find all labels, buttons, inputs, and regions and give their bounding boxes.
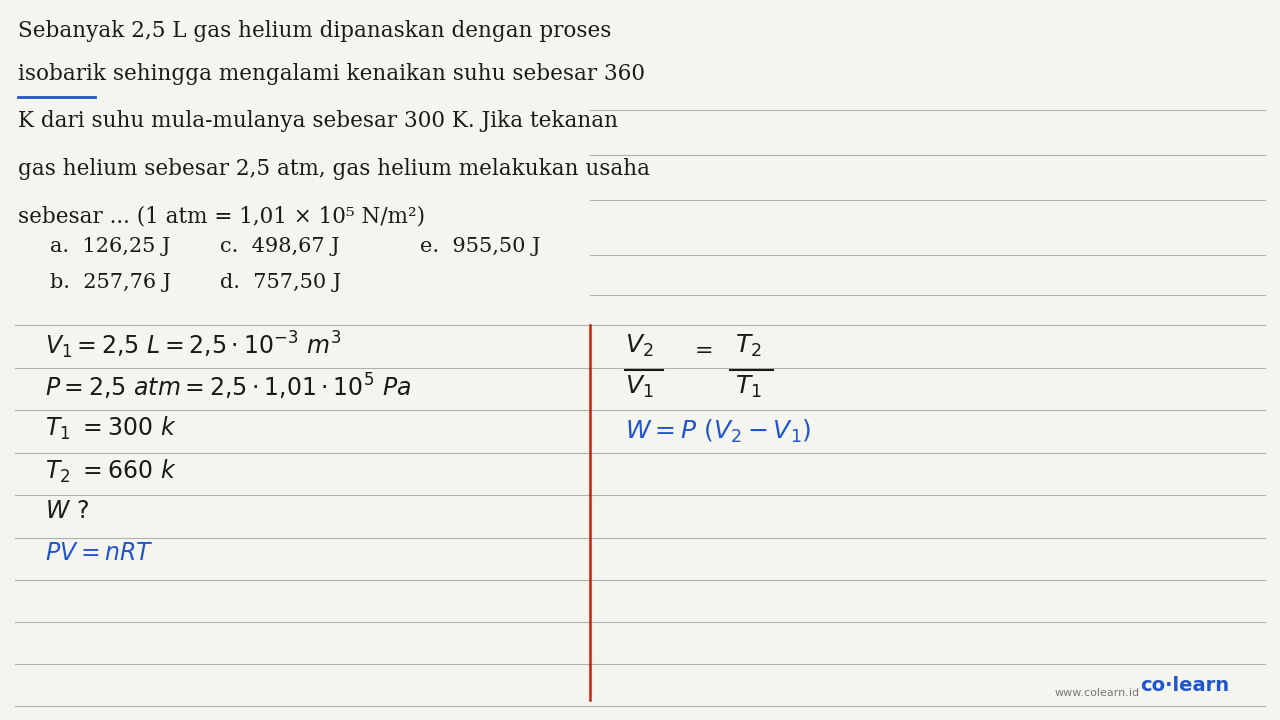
Text: $W\ ?$: $W\ ?$	[45, 500, 88, 523]
Text: isobarik sehingga mengalami kenaikan suhu sebesar 360: isobarik sehingga mengalami kenaikan suh…	[18, 63, 645, 85]
Text: $PV = nRT$: $PV = nRT$	[45, 542, 154, 565]
Text: d.  757,50 J: d. 757,50 J	[220, 273, 342, 292]
Text: a.  126,25 J: a. 126,25 J	[50, 237, 170, 256]
Text: $T_1 \ = 300\ k$: $T_1 \ = 300\ k$	[45, 415, 177, 442]
Text: sebesar ... (1 atm = 1,01 × 10⁵ N/m²): sebesar ... (1 atm = 1,01 × 10⁵ N/m²)	[18, 205, 425, 227]
Text: $T_2 \ = 660\ k$: $T_2 \ = 660\ k$	[45, 458, 177, 485]
Text: c.  498,67 J: c. 498,67 J	[220, 237, 339, 256]
Text: gas helium sebesar 2,5 atm, gas helium melakukan usaha: gas helium sebesar 2,5 atm, gas helium m…	[18, 158, 650, 180]
Text: $V_2$: $V_2$	[625, 333, 654, 359]
Text: Sebanyak 2,5 L gas helium dipanaskan dengan proses: Sebanyak 2,5 L gas helium dipanaskan den…	[18, 20, 612, 42]
Text: b.  257,76 J: b. 257,76 J	[50, 273, 172, 292]
Text: co·learn: co·learn	[1140, 676, 1229, 695]
Text: e.  955,50 J: e. 955,50 J	[420, 237, 540, 256]
Text: $P = 2{,}5\ atm = 2{,}5 \cdot 1{,}01 \cdot 10^5\ Pa$: $P = 2{,}5\ atm = 2{,}5 \cdot 1{,}01 \cd…	[45, 372, 411, 402]
Text: K dari suhu mula-mulanya sebesar 300 K. Jika tekanan: K dari suhu mula-mulanya sebesar 300 K. …	[18, 110, 618, 132]
Text: $T_2$: $T_2$	[735, 333, 762, 359]
Text: $V_1 = 2{,}5\ L = 2{,}5 \cdot 10^{-3}\ m^3$: $V_1 = 2{,}5\ L = 2{,}5 \cdot 10^{-3}\ m…	[45, 330, 342, 361]
Text: $T_1$: $T_1$	[735, 374, 762, 400]
Text: $W = P\ (V_2 - V_1)$: $W = P\ (V_2 - V_1)$	[625, 418, 812, 445]
Text: $V_1$: $V_1$	[625, 374, 654, 400]
Text: www.colearn.id: www.colearn.id	[1055, 688, 1140, 698]
Text: $=$: $=$	[690, 338, 713, 360]
